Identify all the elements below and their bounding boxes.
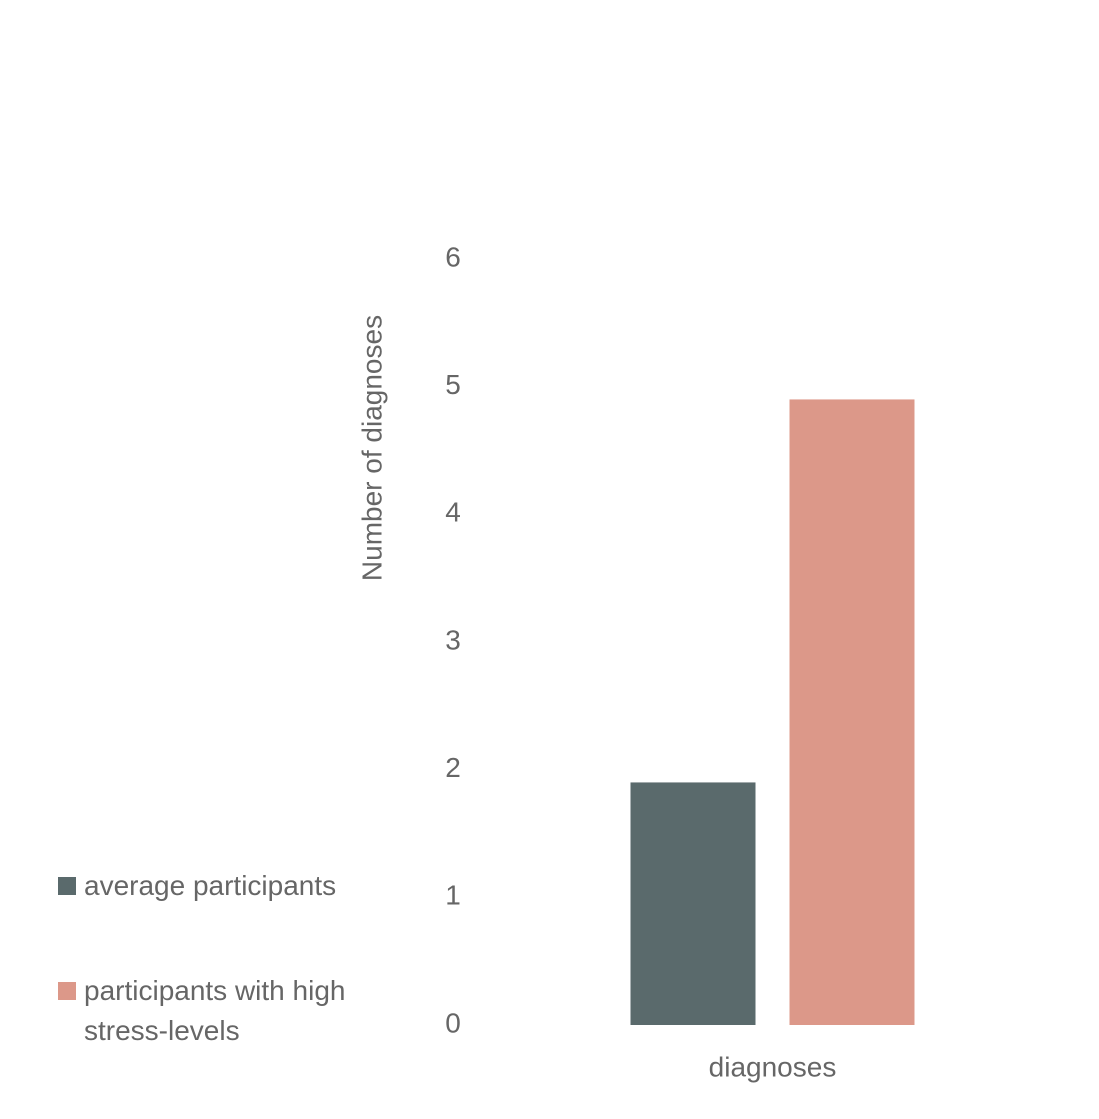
y-tick-label: 4 [445, 497, 461, 528]
y-tick-label: 6 [445, 241, 461, 272]
bar [789, 399, 915, 1025]
legend-label: average participants [84, 870, 337, 901]
bar [630, 782, 756, 1025]
legend-swatch [58, 877, 76, 895]
y-tick-label: 2 [445, 752, 461, 783]
legend-item: average participants [58, 866, 404, 906]
legend-swatch [58, 982, 76, 1000]
y-tick-label: 1 [445, 880, 461, 911]
y-tick-label: 5 [445, 369, 461, 400]
x-tick-label: diagnoses [709, 1051, 837, 1082]
legend-item: participants with high stress-levels [58, 971, 404, 1051]
legend-label: participants with high stress-levels [84, 975, 346, 1046]
y-tick-label: 0 [445, 1007, 461, 1038]
y-tick-label: 3 [445, 624, 461, 655]
y-axis-label: Number of diagnoses [356, 315, 387, 581]
